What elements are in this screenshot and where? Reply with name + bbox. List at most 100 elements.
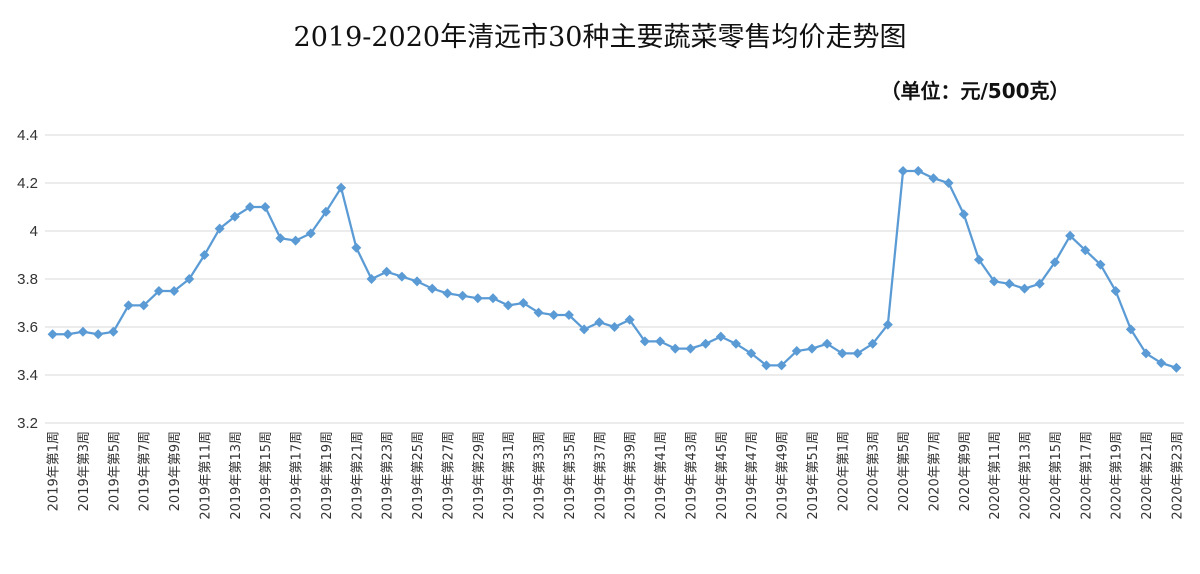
x-axis-ticks: 2019年第1周 2019年第3周 2019年第5周 2019年第7周 2019年第9周… xyxy=(47,431,1186,520)
y-tick-label: 4.2 xyxy=(17,175,38,192)
x-tick-label: 2020年第15周 xyxy=(1049,431,1064,520)
x-tick-label: 2019年第35周 xyxy=(563,431,578,520)
data-point-marker xyxy=(655,336,666,347)
x-tick-label: 2019年第7周 xyxy=(138,431,153,511)
data-point-marker xyxy=(153,286,164,296)
x-tick-label: 2020年第11周 xyxy=(988,431,1003,520)
data-point-marker xyxy=(1065,230,1076,241)
data-point-marker xyxy=(943,178,954,188)
x-tick-label: 2020年第13周 xyxy=(1019,431,1034,520)
data-point-marker xyxy=(670,343,681,354)
data-point-marker xyxy=(336,182,347,193)
data-point-marker xyxy=(381,266,392,277)
x-tick-label: 2019年第3周 xyxy=(77,431,92,511)
data-point-marker xyxy=(791,346,802,356)
data-point-marker xyxy=(472,293,483,304)
data-point-marker xyxy=(639,336,650,347)
x-tick-label: 2020年第7周 xyxy=(927,431,942,511)
data-point-marker xyxy=(594,317,605,328)
y-tick-label: 3.2 xyxy=(17,415,38,432)
y-axis-ticks: 3.2 3.4 3.6 3.8 4 4.2 4.4 xyxy=(17,127,38,432)
x-tick-label: 2019年第15周 xyxy=(259,431,274,520)
x-tick-label: 2019年第37周 xyxy=(593,431,608,520)
data-point-marker xyxy=(776,360,787,371)
x-tick-label: 2019年第31周 xyxy=(502,431,517,520)
data-point-marker xyxy=(62,329,73,340)
data-point-marker xyxy=(989,276,1000,287)
data-point-marker xyxy=(305,228,316,239)
data-point-marker xyxy=(1095,259,1106,270)
x-tick-label: 2019年第5周 xyxy=(107,431,122,511)
data-point-marker xyxy=(503,300,514,311)
x-tick-label: 2020年第9周 xyxy=(958,431,973,511)
x-tick-label: 2019年第43周 xyxy=(684,431,699,520)
x-tick-label: 2020年第1周 xyxy=(836,431,851,511)
y-tick-label: 3.4 xyxy=(17,367,38,384)
chart-title: 2019-2020年清远市30种主要蔬菜零售均价走势图 xyxy=(294,22,907,53)
data-point-marker xyxy=(822,338,833,349)
x-tick-label: 2019年第11周 xyxy=(198,431,213,520)
data-point-marker xyxy=(1156,358,1167,368)
x-tick-label: 2020年第5周 xyxy=(897,431,912,511)
x-tick-label: 2019年第49周 xyxy=(776,431,791,520)
data-point-marker xyxy=(533,307,544,318)
data-point-marker xyxy=(123,300,134,311)
x-tick-label: 2019年第21周 xyxy=(350,431,365,520)
data-point-marker xyxy=(1141,348,1152,359)
data-point-marker xyxy=(138,300,149,311)
x-tick-label: 2020年第17周 xyxy=(1079,431,1094,520)
data-point-marker xyxy=(351,242,362,253)
x-tick-label: 2019年第1周 xyxy=(47,431,62,511)
x-tick-label: 2019年第25周 xyxy=(411,431,426,520)
data-point-marker xyxy=(1110,286,1121,296)
x-tick-label: 2020年第21周 xyxy=(1140,431,1155,520)
data-point-marker xyxy=(1171,362,1182,373)
data-point-marker xyxy=(913,166,924,176)
data-point-marker xyxy=(199,250,210,260)
x-tick-label: 2020年第19周 xyxy=(1110,431,1125,520)
data-point-marker xyxy=(169,286,180,296)
series-line xyxy=(52,169,1177,369)
data-point-marker xyxy=(806,343,817,354)
data-point-marker xyxy=(260,202,271,212)
gridlines xyxy=(45,134,1184,424)
data-point-marker xyxy=(852,348,863,359)
x-tick-label: 2019年第33周 xyxy=(533,431,548,520)
series-line-group xyxy=(52,169,1177,369)
data-point-marker xyxy=(973,254,984,265)
data-point-marker xyxy=(548,310,559,320)
data-point-marker xyxy=(867,338,878,349)
data-point-marker xyxy=(427,283,438,294)
x-tick-label: 2019年第29周 xyxy=(472,431,487,520)
x-tick-label: 2019年第45周 xyxy=(715,431,730,520)
x-tick-label: 2019年第9周 xyxy=(168,431,183,511)
x-tick-label: 2020年第3周 xyxy=(867,431,882,511)
data-point-marker xyxy=(77,326,88,337)
y-tick-label: 4.4 xyxy=(17,127,38,144)
data-point-marker xyxy=(518,298,529,308)
data-point-marker xyxy=(746,348,757,359)
data-point-marker xyxy=(442,288,453,299)
x-tick-label: 2019年第27周 xyxy=(441,431,456,520)
data-point-marker xyxy=(396,271,407,282)
unit-note: （单位：元/500克） xyxy=(880,79,1069,103)
data-point-marker xyxy=(1125,324,1136,335)
data-point-marker xyxy=(837,348,848,359)
data-point-marker xyxy=(457,290,468,301)
data-point-marker xyxy=(366,274,377,284)
data-point-marker xyxy=(320,206,331,217)
x-tick-label: 2019年第41周 xyxy=(654,431,669,520)
data-point-marker xyxy=(579,324,590,335)
y-tick-label: 4 xyxy=(30,223,38,240)
data-point-marker xyxy=(1004,278,1015,289)
data-point-marker xyxy=(245,202,256,212)
x-tick-label: 2019年第17周 xyxy=(290,431,305,520)
data-point-marker xyxy=(214,223,225,234)
data-point-marker xyxy=(685,343,696,354)
data-point-marker xyxy=(229,211,240,222)
y-tick-label: 3.6 xyxy=(17,319,38,336)
data-point-marker xyxy=(700,338,711,349)
x-tick-label: 2019年第23周 xyxy=(381,431,396,520)
